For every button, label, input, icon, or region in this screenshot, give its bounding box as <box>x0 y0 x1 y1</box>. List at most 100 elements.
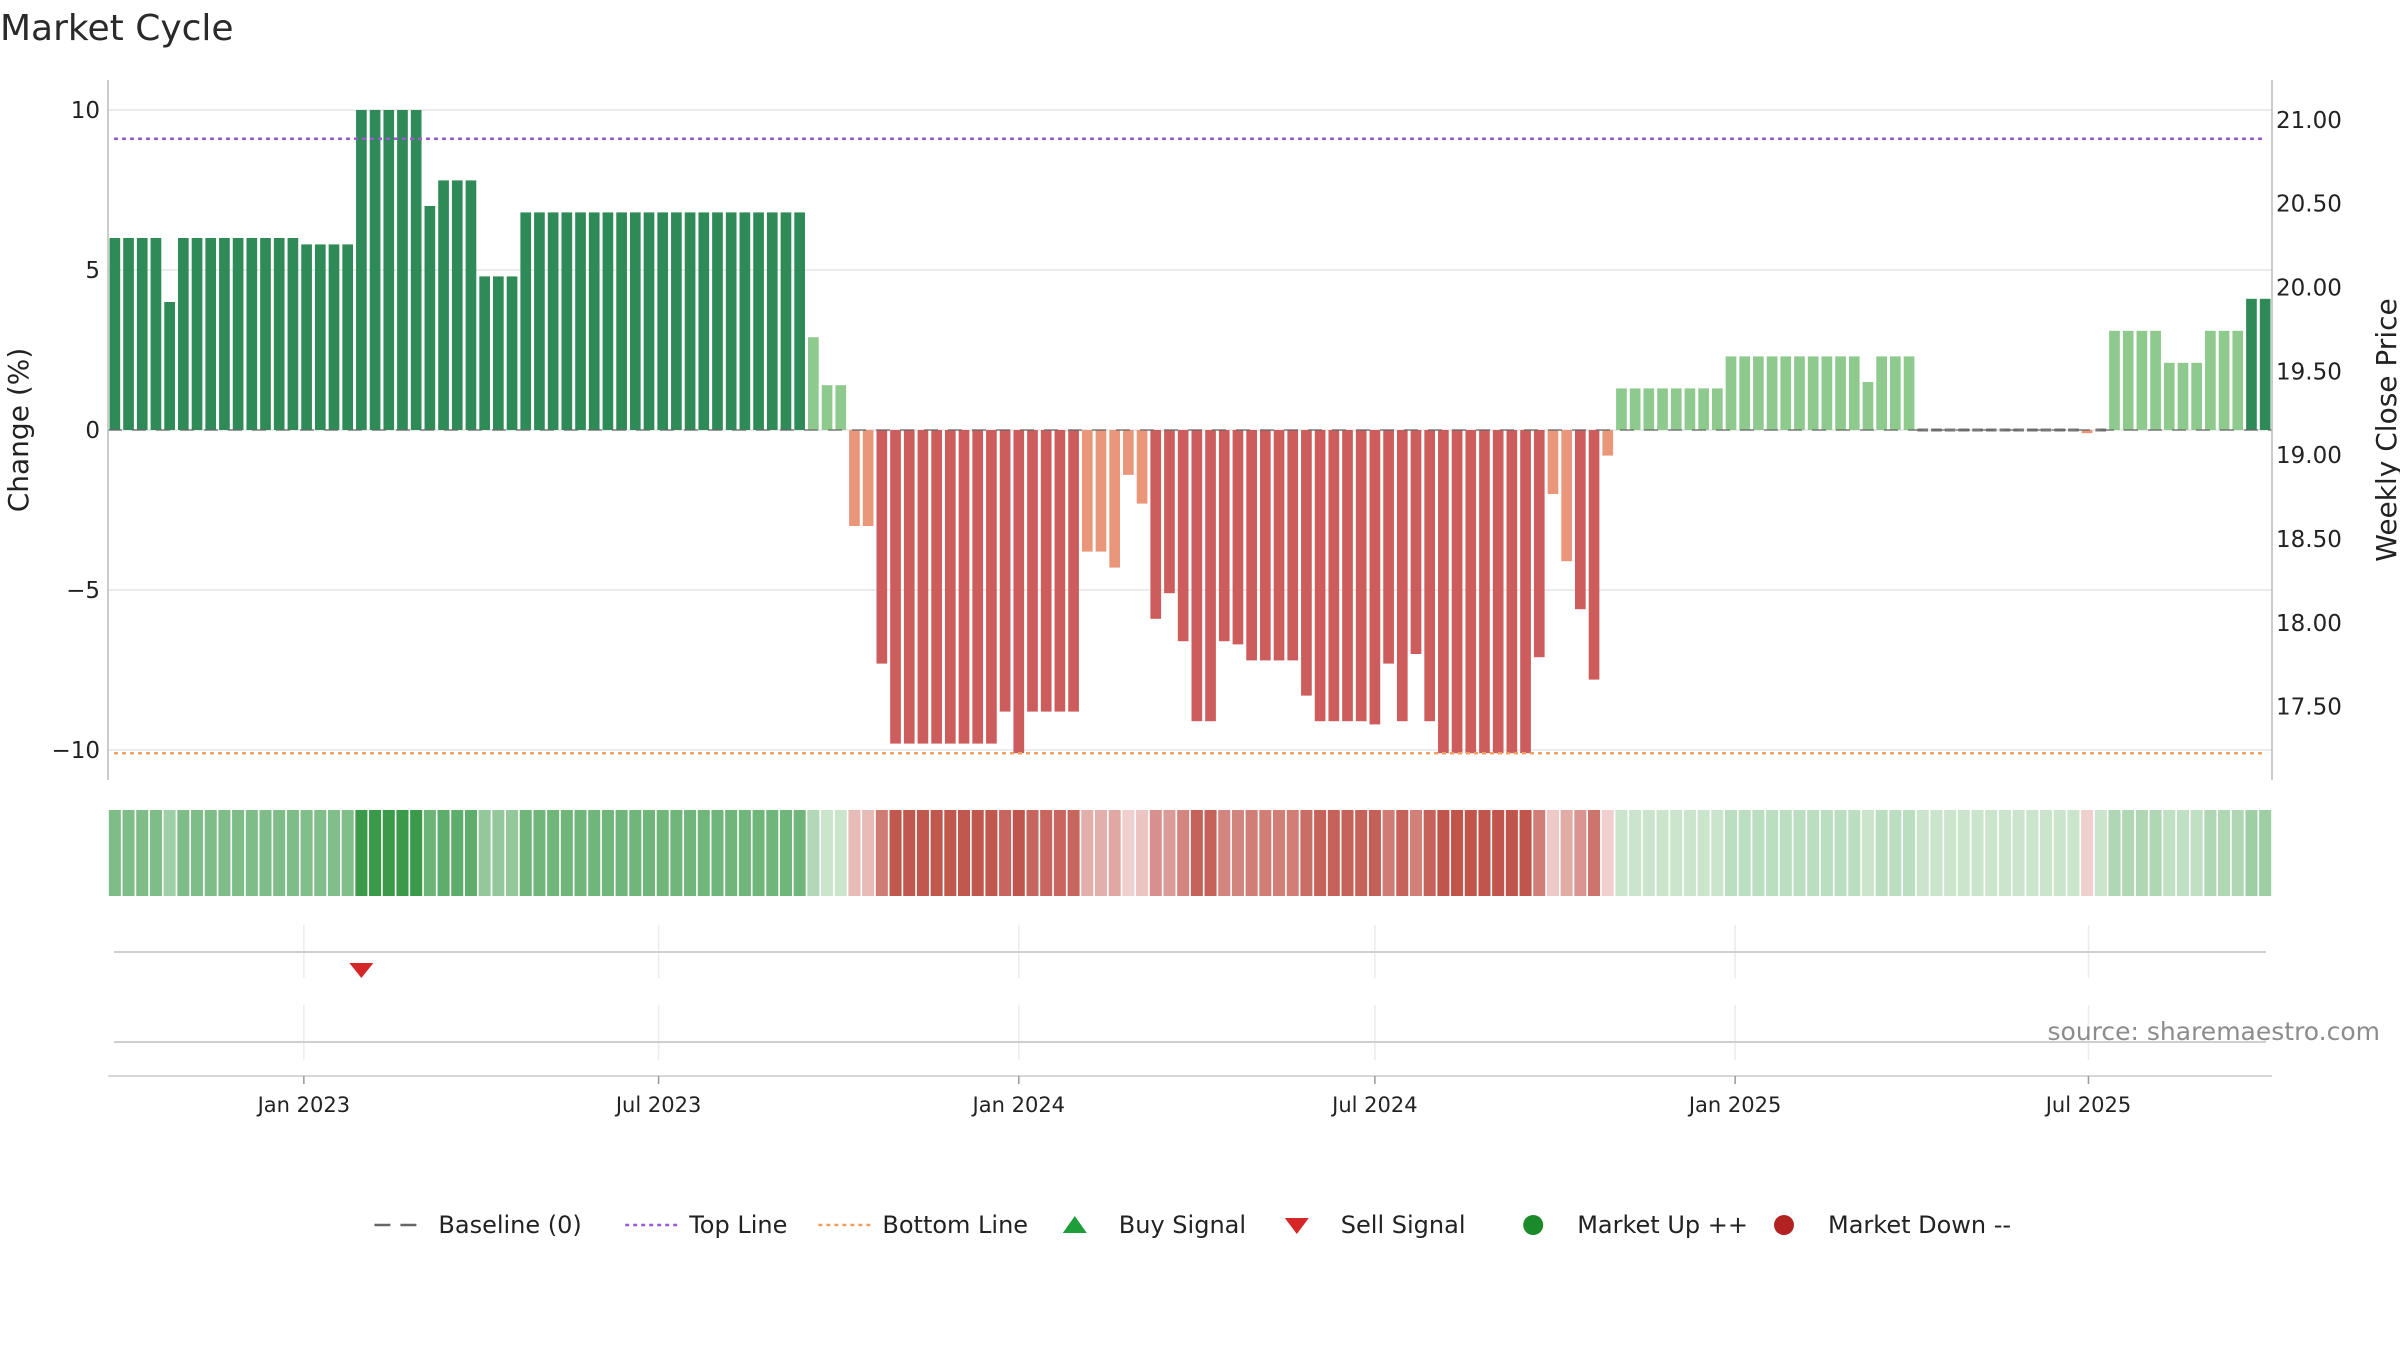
heat-cell <box>752 810 765 896</box>
legend-label: Bottom Line <box>882 1211 1028 1239</box>
change-bar <box>986 430 997 744</box>
legend-label: Sell Signal <box>1341 1211 1466 1239</box>
change-bar <box>575 212 586 430</box>
heat-cell <box>1218 810 1231 896</box>
legend-label: Top Line <box>688 1211 787 1239</box>
heat-cell <box>601 810 614 896</box>
change-bar <box>972 430 984 744</box>
heat-cell <box>821 810 834 896</box>
change-bar <box>1533 430 1545 658</box>
heat-cell <box>2218 810 2231 896</box>
change-bar <box>205 238 217 430</box>
y2-tick-label: 18.00 <box>2276 611 2342 637</box>
change-bar <box>219 238 230 430</box>
change-bar <box>534 212 545 430</box>
change-bar <box>588 212 600 430</box>
heat-cell <box>190 810 204 896</box>
change-bar <box>1629 388 1641 430</box>
heat-cell <box>1615 810 1628 896</box>
heat-cell <box>1368 810 1381 896</box>
heat-cell <box>1711 810 1724 896</box>
heat-cell <box>1793 810 1806 896</box>
change-bar <box>1109 430 1121 568</box>
change-bar <box>616 212 627 430</box>
heat-cell <box>533 810 546 896</box>
heat-cell <box>1766 810 1779 896</box>
heat-cell <box>1026 810 1039 896</box>
heat-cell <box>629 810 642 896</box>
change-bar <box>2232 330 2244 430</box>
heat-cell <box>1464 810 1477 896</box>
heat-cell <box>464 810 477 896</box>
heat-cell <box>1505 810 1518 896</box>
change-bar <box>1355 430 1367 722</box>
change-bar <box>2218 330 2230 430</box>
change-bar <box>493 276 504 430</box>
change-bar <box>2191 362 2203 430</box>
y2-tick-label: 19.00 <box>2276 443 2342 469</box>
change-bar <box>1944 428 1956 432</box>
change-bar <box>1424 430 1436 722</box>
heat-cell <box>1971 810 1984 896</box>
heat-cell <box>766 810 779 896</box>
change-bar <box>123 238 134 430</box>
change-bar <box>1657 388 1668 430</box>
y-axis-ticks: 10 5 0 −5 −10 <box>51 98 100 764</box>
change-bar <box>438 180 449 430</box>
heat-cell <box>725 810 738 896</box>
legend-item: Market Down -- <box>1774 1211 2011 1239</box>
change-bar <box>1821 356 1833 430</box>
change-bar <box>917 430 929 744</box>
legend-marker-circle <box>1523 1215 1544 1235</box>
change-bar <box>821 385 833 430</box>
y2-axis-label: Weekly Close Price <box>2370 298 2400 561</box>
heat-cell <box>451 810 464 896</box>
change-bar <box>1396 430 1408 722</box>
heat-cell <box>1820 810 1833 896</box>
heat-cell <box>697 810 710 896</box>
change-bar <box>479 276 490 430</box>
heat-cell <box>957 810 971 896</box>
heat-cell <box>1656 810 1669 896</box>
heat-cell <box>1738 810 1751 896</box>
heat-cell <box>2259 810 2272 896</box>
heat-cell <box>327 810 341 896</box>
heat-cell <box>2039 810 2053 896</box>
heat-cell <box>1834 810 1847 896</box>
change-bar <box>1383 430 1394 664</box>
heat-cell <box>1094 810 1108 896</box>
heat-cell <box>478 810 491 896</box>
change-bar <box>780 212 792 430</box>
heat-cell <box>1300 810 1313 896</box>
heat-cell <box>848 810 861 896</box>
change-bar <box>1903 356 1915 430</box>
heat-cell <box>2245 810 2258 896</box>
heat-cell <box>1697 810 1710 896</box>
heat-cell <box>1998 810 2011 896</box>
heat-cell <box>711 810 724 896</box>
change-bar <box>862 430 874 526</box>
heat-cell <box>1752 810 1765 896</box>
heat-cell <box>1382 810 1395 896</box>
heat-cell <box>314 810 327 896</box>
change-bars <box>109 110 2271 754</box>
change-bar <box>1040 430 1052 712</box>
change-bar <box>1972 428 1983 432</box>
change-bar <box>1876 356 1887 430</box>
heat-cell <box>1670 810 1683 896</box>
change-bar <box>1301 430 1312 696</box>
heat-cell <box>396 810 409 896</box>
change-bar <box>1698 388 1709 430</box>
heat-cell <box>300 810 313 896</box>
heat-cell <box>738 810 751 896</box>
heat-cell <box>2081 810 2094 896</box>
change-bar <box>109 238 121 430</box>
heat-cell <box>259 810 272 896</box>
heat-cell <box>1889 810 1902 896</box>
change-bar <box>314 244 326 430</box>
change-bar <box>958 430 970 744</box>
heat-cell <box>656 810 669 896</box>
heat-cell <box>1355 810 1368 896</box>
change-bar <box>1890 356 1901 430</box>
